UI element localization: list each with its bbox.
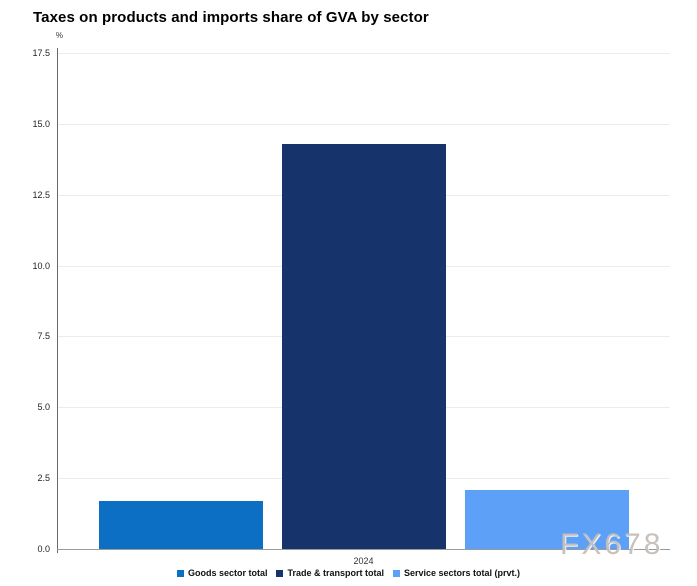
- legend-label: Service sectors total (prvt.): [403, 568, 521, 578]
- y-tick-label: 15.0: [32, 118, 50, 129]
- legend-item: Trade & transport total: [276, 568, 384, 578]
- watermark: FX678: [560, 528, 664, 561]
- plot-area: [57, 53, 670, 549]
- y-tick-label: 12.5: [32, 189, 50, 200]
- x-axis-line: [57, 549, 670, 550]
- y-tick-label: 17.5: [32, 48, 50, 58]
- gridline: [57, 53, 670, 54]
- legend-label: Trade & transport total: [287, 568, 384, 578]
- y-axis-unit-label: %: [55, 31, 63, 40]
- x-axis-category-label: 2024: [353, 556, 374, 566]
- y-tick-label: 7.5: [37, 331, 50, 342]
- bar-goods-sector-total: [99, 500, 263, 549]
- legend-swatch: [276, 569, 284, 577]
- chart-legend: Goods sector total Trade & transport tota…: [0, 568, 697, 578]
- legend-label: Goods sector total: [187, 568, 268, 578]
- bar-service-sectors-total-prvt: [465, 489, 629, 549]
- bar-trade-transport-total: [282, 143, 446, 549]
- gridline: [57, 123, 670, 125]
- legend-swatch: [392, 569, 400, 577]
- legend-swatch: [176, 569, 184, 577]
- chart-title: Taxes on products and imports share of G…: [33, 9, 429, 26]
- y-tick-label: 5.0: [37, 402, 50, 413]
- y-tick-label: 2.5: [37, 473, 50, 484]
- legend-item: Service sectors total (prvt.): [392, 568, 521, 578]
- y-tick-label: 0.0: [37, 544, 50, 554]
- legend-item: Goods sector total: [176, 568, 268, 578]
- y-tick-label: 10.0: [32, 260, 50, 271]
- y-axis-line: [57, 48, 58, 553]
